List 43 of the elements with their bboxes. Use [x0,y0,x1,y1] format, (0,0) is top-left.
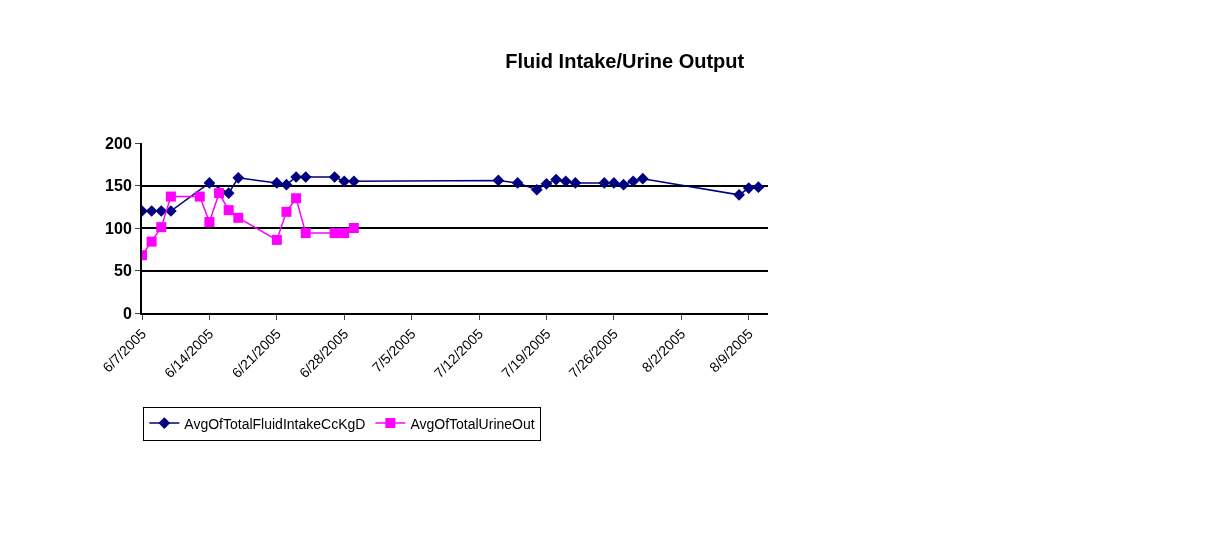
point [146,236,157,247]
point [348,223,359,233]
point [627,175,640,188]
point [280,178,293,191]
point [329,228,340,239]
y-tick-label: 200 [105,134,132,152]
point [636,172,649,185]
point [569,177,582,189]
point [165,191,176,202]
point [232,172,245,184]
y-tick-label: 0 [122,304,132,322]
point [531,183,543,196]
point [559,175,572,188]
point [492,174,505,187]
point [742,182,755,194]
point [156,222,167,233]
legend-label: AvgOfTotalUrineOut [410,415,535,432]
point [203,177,216,189]
legend-label: AvgOfTotalFluidIntakeCcKgD [184,415,366,432]
point [608,177,620,189]
point [233,212,244,223]
point [550,173,562,186]
point [540,177,553,190]
point [752,181,765,194]
chart-title: Fluid Intake/Urine Output [505,49,745,72]
point [271,234,282,245]
point [511,177,524,189]
point [348,175,360,188]
y-tick-label: 50 [114,262,132,280]
point [291,193,302,204]
y-tick-label: 150 [105,177,132,195]
point [300,228,311,239]
point [328,171,341,183]
point [270,177,283,189]
point [281,206,292,217]
point [194,191,205,202]
y-tick-label: 100 [105,219,132,237]
point [339,228,350,239]
point [617,178,630,191]
point [223,205,234,216]
point [204,217,215,228]
point [214,188,225,199]
point [733,189,745,201]
